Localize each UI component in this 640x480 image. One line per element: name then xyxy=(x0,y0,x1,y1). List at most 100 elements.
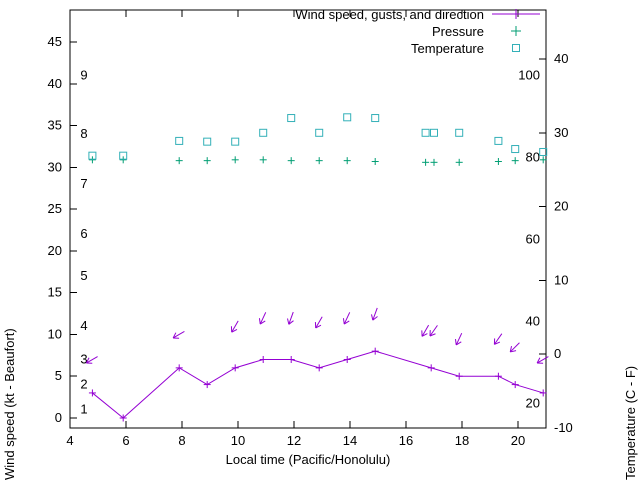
arrow-head xyxy=(314,322,317,328)
arrow-shaft xyxy=(288,311,294,325)
y-left-tick-label: 40 xyxy=(48,76,62,91)
temperature-point xyxy=(430,128,438,137)
wind-direction-arrow xyxy=(85,356,98,364)
arrow-shaft xyxy=(455,332,463,346)
arrow-head xyxy=(85,357,90,364)
beaufort-scale-label: 8 xyxy=(80,126,87,141)
wind-direction-arrow xyxy=(429,325,438,337)
y-right-tick-label: 20 xyxy=(554,199,568,214)
legend-row-pressure: Pressure xyxy=(295,23,542,39)
x-tick-label: 10 xyxy=(231,433,245,448)
arrow-shaft xyxy=(421,324,430,337)
wind-speed-line xyxy=(92,350,544,419)
temperature-point xyxy=(88,151,97,160)
y-right-tick-label: 40 xyxy=(554,51,568,66)
arrow-head xyxy=(421,330,423,337)
wind-direction-arrow xyxy=(371,307,378,321)
wind-direction-arrow xyxy=(258,312,267,325)
fahrenheit-scale-label: 20 xyxy=(526,395,540,410)
arrow-shaft xyxy=(343,312,351,325)
arrow-shaft xyxy=(231,320,239,333)
x-tick-label: 20 xyxy=(511,433,525,448)
wind-direction-arrow xyxy=(314,316,323,329)
temperature-point xyxy=(455,128,464,137)
arrow-shaft xyxy=(372,307,378,321)
arrow-shaft xyxy=(86,356,98,364)
arrow-head xyxy=(172,332,177,339)
y-left-tick-label: 35 xyxy=(48,118,62,133)
arrow-head xyxy=(510,350,517,353)
beaufort-scale-label: 9 xyxy=(80,67,87,82)
y-left-tick-label: 15 xyxy=(48,285,62,300)
arrow-head xyxy=(536,357,541,364)
temperature-point xyxy=(203,137,212,146)
arrow-shaft xyxy=(172,331,185,339)
arrow-shaft xyxy=(536,356,549,364)
legend-marker-wind-line-plus xyxy=(492,9,540,19)
arrow-shaft xyxy=(493,333,503,345)
beaufort-scale-label: 1 xyxy=(80,402,87,417)
temperature-point xyxy=(343,113,352,122)
wind-direction-arrow xyxy=(287,311,294,325)
fahrenheit-scale-label: 80 xyxy=(526,149,540,164)
left-axis-title: Wind speed (kt - Beaufort) xyxy=(2,328,17,480)
legend-marker-pressure-plus xyxy=(511,26,521,36)
arrow-shaft xyxy=(429,325,438,337)
wind-direction-arrow xyxy=(493,333,503,345)
arrow-head xyxy=(371,314,374,321)
temperature-point xyxy=(494,136,503,145)
legend-row-temperature: Temperature xyxy=(295,40,542,56)
right-axis-title: Temperature (C - F) xyxy=(623,365,638,480)
x-axis-title: Local time (Pacific/Honolulu) xyxy=(225,452,391,467)
arrow-head xyxy=(315,324,322,329)
arrow-head xyxy=(429,333,436,337)
arrow-head xyxy=(509,346,513,353)
arrow-head xyxy=(258,318,261,325)
arrow-head xyxy=(86,362,93,364)
temperature-point xyxy=(511,145,520,154)
beaufort-scale-label: 2 xyxy=(80,377,87,392)
arrow-head xyxy=(230,326,233,333)
legend: Wind speed, gusts, and direction Pressur… xyxy=(295,6,542,56)
arrow-head xyxy=(231,328,238,333)
x-tick-label: 18 xyxy=(455,433,469,448)
beaufort-scale-label: 7 xyxy=(80,176,87,191)
arrow-head xyxy=(454,339,457,346)
temperature-point xyxy=(315,128,324,137)
arrow-head xyxy=(429,330,431,337)
temperature-point xyxy=(259,128,268,137)
temperature-point xyxy=(539,147,548,156)
fahrenheit-scale-label: 100 xyxy=(518,67,540,82)
wind-direction-arrow xyxy=(454,332,463,346)
y-left-tick-label: 45 xyxy=(48,34,62,49)
legend-marker-temperature-square xyxy=(512,44,520,52)
x-tick-label: 8 xyxy=(178,433,185,448)
legend-row-wind: Wind speed, gusts, and direction xyxy=(295,6,542,22)
y-left-tick-label: 5 xyxy=(55,368,62,383)
x-tick-label: 6 xyxy=(122,433,129,448)
wind-direction-arrow xyxy=(421,324,430,337)
y-left-tick-label: 10 xyxy=(48,326,62,341)
arrow-shaft xyxy=(259,312,267,325)
wind-direction-arrow xyxy=(172,331,185,339)
arrow-shaft xyxy=(315,316,323,329)
arrow-head xyxy=(537,362,544,364)
arrow-head xyxy=(493,338,496,345)
y-left-tick-label: 30 xyxy=(48,159,62,174)
y-left-tick-label: 20 xyxy=(48,243,62,258)
legend-label-wind: Wind speed, gusts, and direction xyxy=(295,6,484,22)
temperature-point xyxy=(371,114,380,123)
legend-label-temperature: Temperature xyxy=(411,40,484,56)
x-tick-label: 16 xyxy=(399,433,413,448)
y-right-tick-label: -10 xyxy=(554,420,573,435)
wind-direction-arrow xyxy=(536,356,549,364)
x-tick-label: 12 xyxy=(287,433,301,448)
wind-direction-arrow xyxy=(342,312,351,325)
wind-direction-arrow xyxy=(509,342,520,353)
arrow-head xyxy=(421,333,428,337)
wind-direction-arrow xyxy=(230,320,239,333)
y-left-tick-label: 25 xyxy=(48,201,62,216)
arrow-head xyxy=(287,318,290,325)
